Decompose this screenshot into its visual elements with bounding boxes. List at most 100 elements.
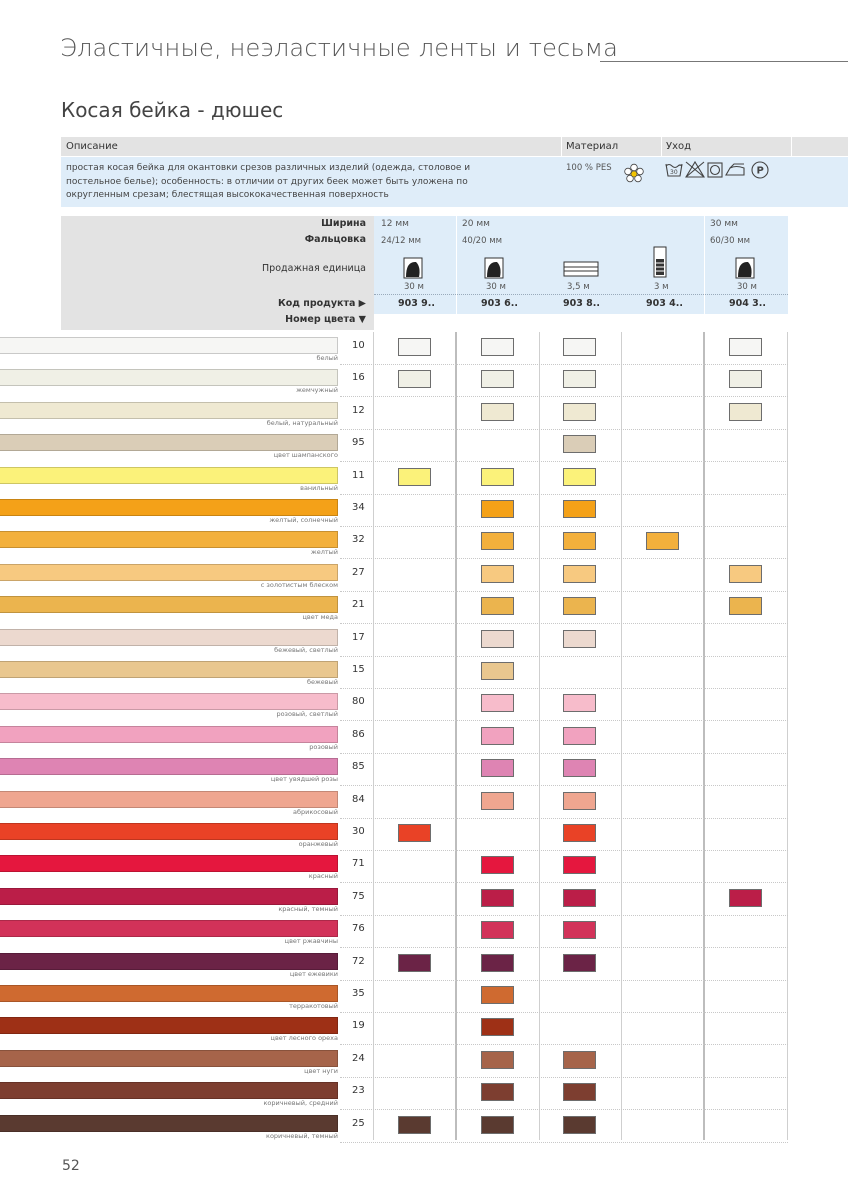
color-swatch xyxy=(481,402,514,421)
color-row: оранжевый 30 xyxy=(0,820,848,852)
color-swatch xyxy=(563,824,596,842)
col-material-header: Материал xyxy=(566,141,619,152)
color-name: с золотистым блеском xyxy=(260,580,338,589)
color-swatch xyxy=(481,856,514,875)
section-title: Эластичные, неэластичные ленты и тесьма xyxy=(60,34,619,62)
row-separator xyxy=(340,947,788,949)
color-swatch xyxy=(481,467,514,486)
color-number: 76 xyxy=(352,923,365,935)
color-number: 12 xyxy=(352,404,365,416)
color-swatch xyxy=(563,856,596,875)
color-label: Номер цвета ▼ xyxy=(285,314,366,325)
color-name: цвет ежевики xyxy=(289,969,338,978)
color-row: красный, темный 75 xyxy=(0,885,848,917)
color-number: 32 xyxy=(352,534,365,546)
row-separator xyxy=(340,655,788,657)
color-name: абрикосовый xyxy=(293,807,338,816)
column-line xyxy=(621,332,622,1140)
color-swatch xyxy=(563,564,596,583)
color-number: 10 xyxy=(352,340,365,351)
flower-icon xyxy=(624,163,644,183)
color-swatch xyxy=(563,435,596,454)
color-swatch xyxy=(729,888,762,907)
color-swatch xyxy=(481,986,514,1004)
color-swatch xyxy=(398,1115,431,1134)
color-swatch xyxy=(481,1083,514,1102)
iron-icon xyxy=(725,163,745,176)
ribbon-strip xyxy=(0,855,338,873)
row-separator xyxy=(340,364,788,365)
spec-label-band xyxy=(61,216,374,330)
color-number: 71 xyxy=(352,858,365,870)
svg-text:P: P xyxy=(757,166,764,177)
ribbon-strip xyxy=(0,596,338,614)
color-number: 35 xyxy=(352,988,365,999)
row-separator xyxy=(340,850,788,851)
column-line xyxy=(455,332,457,1140)
row-separator xyxy=(340,688,788,689)
color-swatch xyxy=(398,953,431,972)
row-separator xyxy=(340,1044,788,1046)
color-swatch xyxy=(398,370,431,389)
product-code: 903 8.. xyxy=(563,298,600,309)
color-swatch xyxy=(563,402,596,421)
material-value: 100 % PES xyxy=(566,163,612,173)
color-number: 75 xyxy=(352,890,365,902)
color-swatch xyxy=(481,921,514,940)
info-header-band xyxy=(61,137,848,156)
spec-divider xyxy=(704,216,705,314)
color-swatch xyxy=(563,500,596,518)
color-name: бежевый xyxy=(306,678,338,686)
row-separator xyxy=(340,461,788,463)
ribbon-strip xyxy=(0,434,338,452)
card-vertical-icon xyxy=(653,246,667,278)
color-name: цвет нуги xyxy=(304,1066,338,1075)
color-row: белый 10 xyxy=(0,334,848,366)
ribbon-strip xyxy=(0,1017,338,1035)
fold-value: 24/12 мм xyxy=(381,236,422,246)
color-swatch xyxy=(481,1050,514,1069)
color-row: белый, натуральный 12 xyxy=(0,399,848,431)
row-separator xyxy=(340,558,788,560)
unit-value: 3 м xyxy=(654,282,669,292)
ribbon-strip xyxy=(0,337,338,354)
color-name: цвет увядшей розы xyxy=(270,775,338,784)
unit-value: 30 м xyxy=(404,282,424,292)
no-bleach-icon xyxy=(685,160,705,178)
color-swatch xyxy=(563,726,596,745)
color-name: цвет ржавчины xyxy=(284,937,338,946)
color-swatch xyxy=(563,532,596,551)
row-separator xyxy=(340,493,788,495)
unit-value: 30 м xyxy=(486,282,506,292)
color-number: 27 xyxy=(352,566,365,578)
color-name: терракотовый xyxy=(289,1002,338,1010)
color-name: цвет шампанского xyxy=(273,451,338,460)
color-swatch xyxy=(563,467,596,486)
width-value: 20 мм xyxy=(462,219,490,229)
ribbon-strip xyxy=(0,661,338,678)
color-name: розовый xyxy=(309,742,338,751)
color-name: коричневый, средний xyxy=(263,1099,338,1108)
row-separator xyxy=(340,623,788,625)
ribbon-strip xyxy=(0,628,338,646)
description-line: постельное белье); особенность: в отличи… xyxy=(66,176,468,187)
color-swatch xyxy=(563,759,596,778)
col-care-header: Уход xyxy=(666,141,692,152)
color-swatch xyxy=(481,1018,514,1037)
color-number: 34 xyxy=(352,502,365,513)
color-swatch xyxy=(563,791,596,810)
color-row: розовый, светлый 80 xyxy=(0,690,848,722)
width-value: 12 мм xyxy=(381,219,409,229)
row-separator xyxy=(340,396,788,398)
ribbon-strip xyxy=(0,725,338,743)
color-swatch xyxy=(398,338,431,356)
color-swatch xyxy=(398,824,431,842)
color-swatch xyxy=(481,370,514,389)
color-row: красный 71 xyxy=(0,852,848,884)
card-icon xyxy=(563,261,599,277)
color-row: ванильный 11 xyxy=(0,464,848,496)
color-swatch xyxy=(481,500,514,518)
product-code: 903 6.. xyxy=(481,298,518,309)
ribbon-strip xyxy=(0,693,338,711)
row-separator xyxy=(340,590,788,592)
